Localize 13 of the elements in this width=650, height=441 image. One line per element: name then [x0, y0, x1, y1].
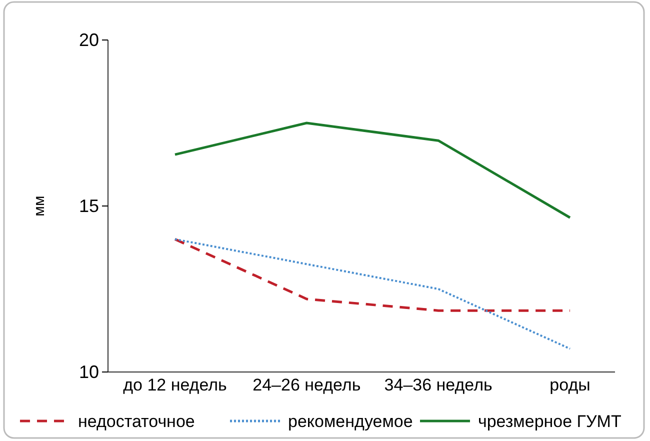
x-tick-label: 24–26 недель [252, 375, 361, 394]
legend-label: рекомендуемое [288, 412, 413, 431]
x-tick-label: роды [550, 375, 590, 394]
x-tick-label: до 12 недель [123, 375, 228, 394]
y-tick-label: 20 [78, 30, 99, 50]
legend-label: чрезмерное ГУМТ [478, 412, 622, 431]
y-tick-label: 10 [78, 362, 99, 382]
x-tick-label: 34–36 недель [384, 375, 492, 394]
line-series [174, 238, 571, 350]
line-series [174, 122, 572, 219]
y-tick-label: 15 [78, 196, 99, 216]
legend-label: недостаточное [78, 412, 195, 431]
y-axis-title: мм [31, 196, 48, 216]
